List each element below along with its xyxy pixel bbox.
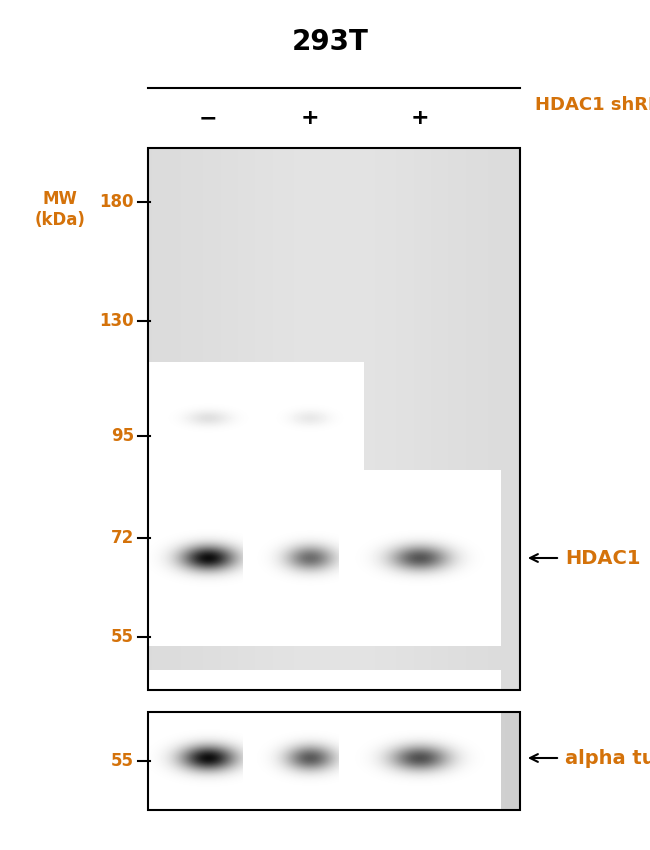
Text: 55: 55 [111, 752, 134, 770]
Text: 95: 95 [111, 428, 134, 445]
Text: −: − [199, 108, 217, 128]
Text: 72: 72 [111, 529, 134, 547]
Text: 180: 180 [99, 193, 134, 211]
Text: 130: 130 [99, 312, 134, 330]
Text: alpha tubulin: alpha tubulin [565, 749, 650, 768]
Bar [148, 712, 520, 810]
Text: 55: 55 [111, 628, 134, 646]
Text: HDAC1 shRNA: HDAC1 shRNA [535, 96, 650, 114]
Text: MW
(kDa): MW (kDa) [34, 190, 85, 229]
Text: 293T: 293T [292, 28, 369, 56]
Bar [148, 148, 520, 690]
Text: +: + [301, 108, 319, 128]
Text: HDAC1: HDAC1 [565, 548, 640, 568]
Text: +: + [411, 108, 429, 128]
